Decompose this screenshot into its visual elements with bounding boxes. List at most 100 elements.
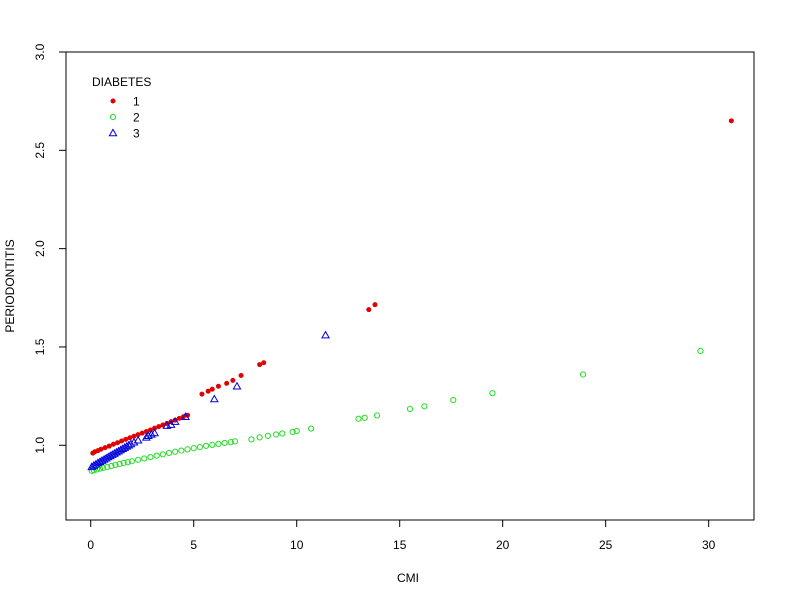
series-2-point (202, 442, 210, 449)
legend-entry-label: 1 (133, 95, 140, 109)
series-1-point (110, 441, 116, 447)
y-tick-label: 3.0 (33, 43, 47, 60)
series-2-point (165, 449, 173, 457)
series-2-point (196, 443, 203, 451)
series-2-point (231, 438, 239, 445)
series-2-point (579, 371, 587, 378)
series-2-point (227, 439, 234, 446)
series-3-point (181, 412, 190, 420)
series-1-point (199, 391, 205, 397)
series-2-point (215, 440, 222, 448)
y-tick-label: 2.0 (33, 240, 47, 257)
series-2-point (279, 430, 286, 437)
y-axis-label: PERIODONTITIS (3, 239, 17, 332)
series-3-point (147, 429, 156, 438)
series-2-point (120, 459, 127, 467)
series-3-point (133, 435, 143, 444)
series-2-point (256, 434, 263, 441)
series-1-point (119, 438, 125, 444)
series-1-point (98, 446, 104, 452)
x-tick-label: 30 (702, 538, 716, 552)
series-3-point (87, 462, 97, 471)
series-2-point (172, 448, 179, 455)
series-3-point (232, 381, 242, 390)
legend-title: DIABETES (92, 75, 151, 89)
series-1-point (102, 445, 108, 451)
legend-marker-3 (108, 128, 118, 137)
x-tick-label: 20 (496, 538, 510, 552)
legend-entry-label: 3 (133, 127, 140, 141)
series-1-point (209, 386, 215, 392)
series-1-point (205, 388, 211, 394)
series-2-point (273, 431, 280, 438)
series-2-point (184, 446, 191, 453)
series-2-point (209, 441, 216, 448)
series-3-point (209, 394, 219, 403)
series-1-point (123, 436, 129, 442)
series-3-point (129, 437, 139, 446)
series-2-point (489, 390, 496, 397)
legend-marker-1 (110, 98, 116, 104)
series-1-point (261, 360, 267, 366)
series-2-point (450, 396, 457, 404)
x-axis-label: CMI (397, 571, 419, 585)
series-3-point (126, 439, 136, 448)
series-1-point (224, 380, 230, 386)
series-3-point (170, 417, 180, 425)
series-2-point (373, 412, 381, 419)
series-1-point (257, 362, 263, 368)
series-2-point (153, 452, 160, 459)
series-2-point (141, 455, 148, 462)
x-tick-label: 15 (393, 538, 407, 552)
x-tick-label: 5 (190, 538, 197, 552)
series-2-point (108, 462, 115, 470)
legend-marker-2 (109, 113, 117, 121)
series-2-point (697, 347, 704, 354)
series-1-point (106, 443, 112, 449)
series-3-point (91, 459, 101, 468)
plot-frame (65, 51, 755, 521)
series-3-point (321, 330, 331, 339)
series-2-point (190, 445, 197, 452)
series-1-point (728, 118, 734, 124)
x-tick-label: 0 (87, 538, 94, 552)
series-1-point (230, 377, 236, 383)
series-2-point (406, 405, 414, 412)
series-2-point (221, 439, 228, 447)
series-2-point (421, 403, 428, 410)
series-3-point (122, 441, 132, 450)
series-1-point (215, 383, 221, 389)
series-1-point (176, 415, 182, 421)
legend-entry-label: 2 (133, 111, 140, 125)
series-2-point (99, 464, 107, 471)
series-2-point (293, 427, 300, 435)
series-1-point (156, 424, 162, 430)
legend: DIABETES 1 2 3 (92, 75, 151, 141)
y-tick-label: 1.5 (33, 338, 47, 355)
x-tick-label: 10 (290, 538, 304, 552)
series-2-point (308, 425, 315, 432)
series-1-point (127, 435, 133, 441)
series-1-point (114, 440, 120, 446)
series-3 (87, 330, 331, 471)
series-3-point (89, 460, 99, 469)
series-2-point (124, 459, 131, 466)
series-1-point (366, 307, 372, 313)
series-2-point (159, 451, 166, 458)
series-2-point (264, 432, 271, 439)
series-1 (90, 118, 734, 456)
series-2-point (147, 453, 154, 461)
x-tick-label: 25 (599, 538, 613, 552)
series-2-point (104, 463, 111, 471)
series-2-point (112, 461, 119, 469)
y-tick-label: 1.0 (33, 437, 47, 454)
series-2-point (355, 415, 362, 422)
series-2-point (361, 414, 368, 421)
series-1-point (372, 302, 378, 308)
series-2-point (289, 428, 296, 436)
series-2-point (116, 460, 123, 468)
series-2-point (248, 436, 255, 443)
series-2-point (178, 447, 185, 454)
